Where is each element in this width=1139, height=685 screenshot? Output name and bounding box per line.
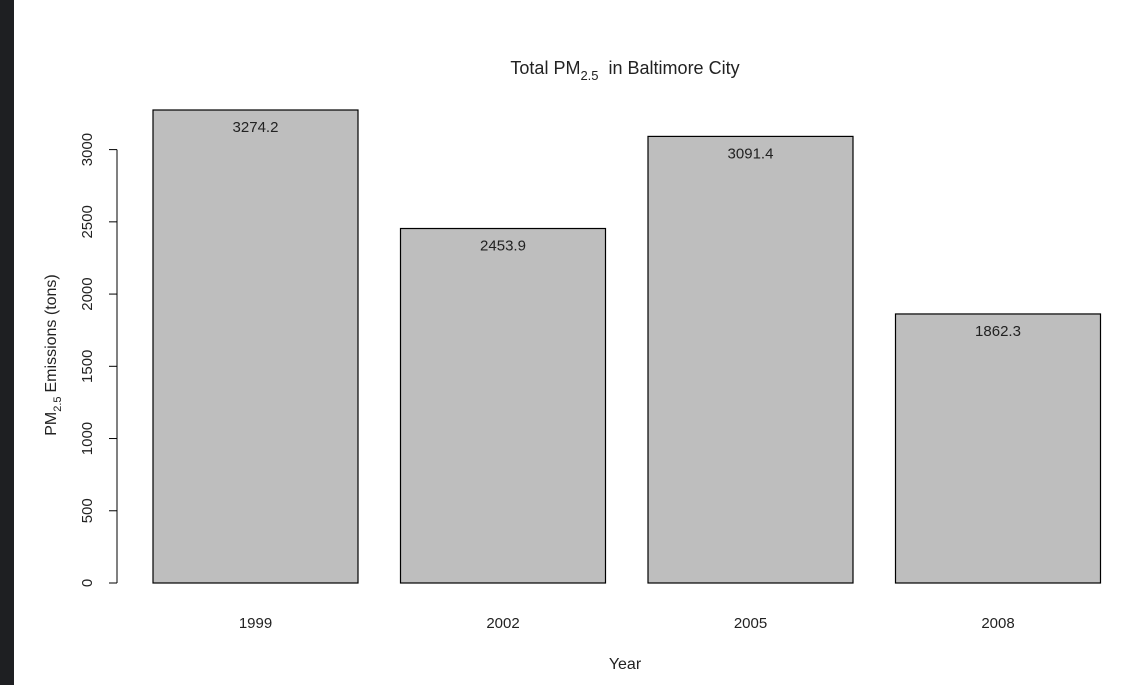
plot-canvas: Total PM2.5 in Baltimore City Year PM2.5E… bbox=[14, 0, 1139, 685]
bar-chart: Total PM2.5 in Baltimore City Year PM2.5E… bbox=[43, 58, 1102, 673]
y-tick-label: 0 bbox=[79, 579, 96, 587]
bar-2005 bbox=[647, 135, 854, 584]
bars-group: 3274.2 1999 2453.9 2002 3091.4 2005 1862.3 2008 bbox=[152, 109, 1102, 632]
x-tick-label-2008: 2008 bbox=[981, 615, 1014, 632]
data-label-2005: 3091.4 bbox=[728, 145, 774, 162]
x-tick-label-2002: 2002 bbox=[486, 615, 519, 632]
y-tick-label: 1000 bbox=[79, 422, 96, 455]
data-label-2008: 1862.3 bbox=[975, 323, 1021, 340]
y-axis: 0 500 1000 1500 2000 2500 3000 bbox=[79, 133, 118, 587]
y-tick-label: 3000 bbox=[79, 133, 96, 166]
y-tick-label: 500 bbox=[79, 498, 96, 523]
bar-2008 bbox=[894, 313, 1102, 584]
x-axis-label: Year bbox=[609, 656, 642, 673]
data-label-2002: 2453.9 bbox=[480, 238, 526, 255]
y-tick-label: 2500 bbox=[79, 205, 96, 238]
y-tick-label: 2000 bbox=[79, 277, 96, 310]
bar-1999 bbox=[152, 109, 359, 584]
bar-2002 bbox=[399, 227, 607, 584]
x-tick-label-2005: 2005 bbox=[734, 615, 767, 632]
x-tick-label-1999: 1999 bbox=[239, 615, 272, 632]
data-label-1999: 3274.2 bbox=[233, 119, 279, 136]
chart-title: Total PM2.5 in Baltimore City bbox=[510, 58, 739, 83]
y-axis-label: PM2.5Emissions (tons) bbox=[43, 274, 64, 436]
y-tick-label: 1500 bbox=[79, 350, 96, 383]
